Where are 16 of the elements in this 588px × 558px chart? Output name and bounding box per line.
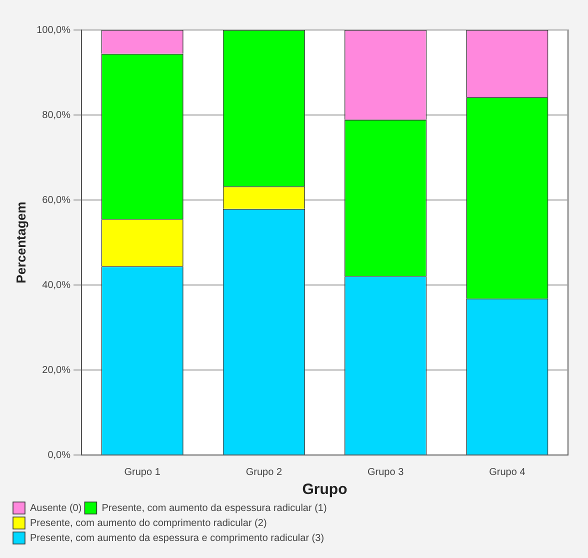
x-tick-label: Grupo 2 [246,466,282,478]
y-tick-label: 100,0% [36,24,71,36]
y-tick-label: 20,0% [42,364,71,376]
y-tick-label: 80,0% [42,110,71,121]
y-tick-label: 40,0% [42,280,71,291]
y-tick-label: 0,0% [48,450,71,461]
x-tick-label: Grupo 4 [489,466,526,478]
x-axis-title: Grupo [302,481,348,498]
legend-label: Presente, com aumento do comprimento radicular (2) [30,518,267,529]
legend-label: Presente, com aumento da espessura e comprimento radicular (3) [30,532,324,544]
y-tick-label: 60,0% [42,194,71,206]
legend-label: Presente, com aumento da espessura radicular (1) [102,502,327,514]
legend-label: Ausente (0) [30,502,82,514]
y-axis-title: Percentagem [13,202,28,284]
x-tick-label: Grupo 3 [368,466,404,478]
x-tick-label: Grupo 1 [124,466,161,478]
